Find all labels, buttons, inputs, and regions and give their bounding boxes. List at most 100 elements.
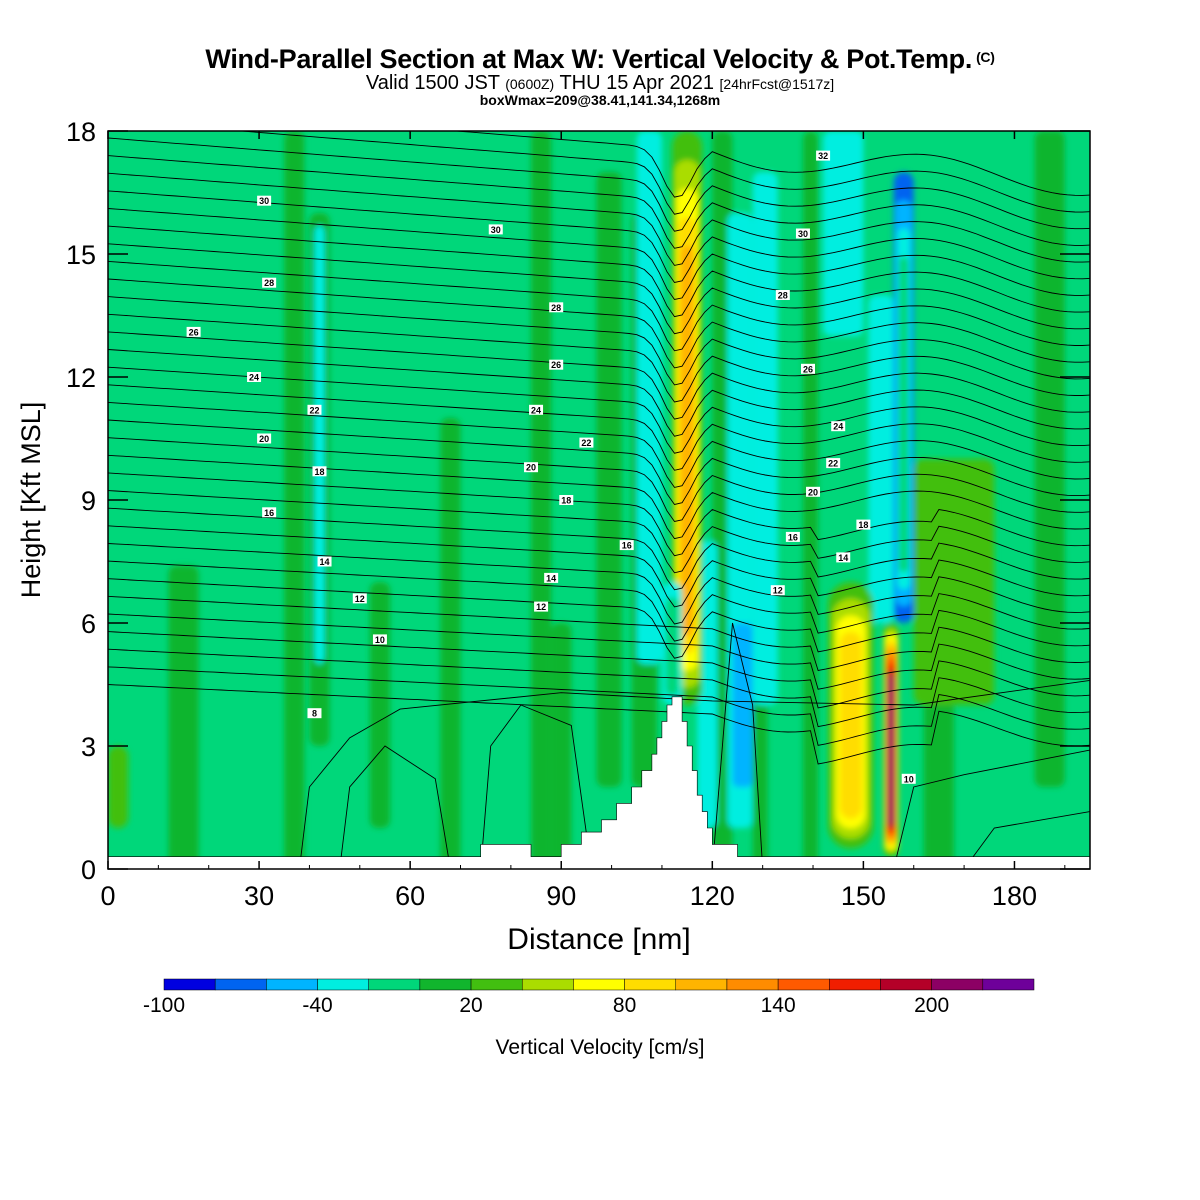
isentrope-line	[108, 525, 1090, 608]
contour-label-bg	[856, 519, 871, 530]
contour-label: 12	[770, 585, 785, 596]
contour-label-text: 28	[778, 291, 788, 301]
contour-label: 14	[544, 572, 559, 583]
isentrope-line	[108, 349, 1090, 437]
contour-label: 10	[372, 634, 387, 645]
colorbar-swatch	[777, 978, 830, 991]
colorbar-swatch	[419, 978, 472, 991]
contour-label-bg	[816, 150, 831, 161]
contour-label-bg	[262, 277, 277, 288]
isentrope-line	[108, 507, 1090, 591]
contour-label: 16	[619, 540, 634, 551]
y-tick-label: 9	[81, 486, 96, 516]
x-tick-label: 60	[395, 881, 425, 911]
y-tick-label: 0	[81, 855, 96, 885]
isentrope-line	[108, 278, 1090, 369]
updraft-core	[840, 631, 862, 819]
contour-label: 28	[262, 277, 277, 288]
contour-label: 14	[317, 556, 332, 567]
isentrope-line	[108, 208, 1090, 301]
contour-label: 32	[816, 150, 831, 161]
contour-label: 22	[826, 458, 841, 469]
contour-label-bg	[262, 507, 277, 518]
contour-label-text: 18	[561, 496, 571, 506]
contour-label: 20	[524, 462, 539, 473]
isentrope-line	[108, 155, 1090, 249]
weak-updraft-streak	[596, 172, 622, 787]
colorbar-swatch	[521, 978, 574, 991]
contour-label-text: 22	[581, 438, 591, 448]
colorbar-swatch	[163, 978, 216, 991]
contour-label: 28	[775, 290, 790, 301]
contour-label-text: 10	[904, 774, 914, 784]
isentrope-line	[108, 631, 1090, 709]
contour-label-text: 16	[788, 532, 798, 542]
contour-label: 14	[836, 552, 851, 563]
isentrope-line	[108, 331, 1090, 420]
y-tick-label: 12	[66, 363, 96, 393]
colorbar-swatch	[829, 978, 881, 991]
contour-label-text: 24	[833, 422, 843, 432]
contour-label-bg	[549, 359, 564, 370]
contour-label-text: 20	[259, 434, 269, 444]
contour-label-text: 22	[309, 405, 319, 415]
y-tick-label: 18	[66, 117, 96, 147]
contour-label: 18	[312, 466, 327, 477]
chart-subtitle-valid: Valid 1500 JST (0600Z) THU 15 Apr 2021 […	[365, 72, 835, 94]
downdraft-core	[665, 597, 679, 696]
contour-label-bg	[579, 437, 594, 448]
colorbar-tick-label: 140	[761, 994, 796, 1017]
weak-downdraft	[636, 131, 662, 664]
y-axis-label: Height [Kft MSL]	[16, 402, 46, 599]
weak-updraft-streak	[1034, 131, 1065, 787]
x-tick-label: 0	[100, 881, 115, 911]
colorbar: -100 -40 20 80 140 200	[143, 978, 1035, 1017]
colorbar-swatch	[470, 978, 523, 991]
isentrope-line	[108, 648, 1090, 728]
max-updraft-core	[888, 675, 894, 826]
isentrope-line	[108, 472, 1090, 557]
contour-label-bg	[559, 495, 574, 505]
colorbar-swatch	[982, 978, 1035, 991]
contour-label-text: 14	[838, 553, 848, 563]
downdraft-core	[898, 256, 909, 573]
contour-label-text: 32	[818, 151, 828, 161]
colorbar-swatch	[880, 978, 932, 991]
contour-label-text: 30	[259, 196, 269, 206]
contour-label-bg	[186, 326, 201, 337]
isentrope-line	[108, 613, 1090, 690]
isentrope-line	[108, 401, 1090, 488]
contour-label-bg	[806, 486, 821, 497]
isentrope-line	[108, 366, 1090, 454]
colorbar-swatch	[573, 978, 625, 991]
y-tick-label: 6	[81, 609, 96, 639]
contour-label: 28	[549, 302, 564, 313]
isentrope-line	[451, 131, 1090, 198]
contour-label-text: 16	[264, 508, 274, 518]
isentrope-line	[339, 745, 451, 869]
contour-label-bg	[775, 290, 790, 300]
isentrope-line	[235, 131, 1090, 215]
contour-label-bg	[307, 404, 322, 415]
isentrope-line	[108, 454, 1090, 540]
colorbar-swatch	[214, 978, 267, 991]
y-tick-label: 15	[66, 240, 96, 270]
updraft-core	[680, 245, 694, 637]
contour-label: 8	[307, 708, 322, 719]
isentrope-line	[480, 704, 592, 869]
contour-label: 16	[262, 507, 277, 518]
isentrope-line	[108, 296, 1090, 386]
contour-label-bg	[257, 195, 272, 206]
isentrope-line	[108, 243, 1090, 335]
weak-updraft-streak	[168, 565, 199, 869]
contour-label: 30	[257, 195, 272, 206]
contour-label-bg	[901, 773, 916, 784]
isentrope-line	[108, 225, 1090, 318]
isentrope-line	[108, 560, 1090, 642]
contour-label-text: 26	[189, 327, 199, 337]
colorbar-swatch	[726, 978, 779, 991]
contour-label: 30	[488, 224, 503, 235]
colorbar-swatch	[675, 978, 728, 991]
contour-label-bg	[317, 556, 332, 567]
